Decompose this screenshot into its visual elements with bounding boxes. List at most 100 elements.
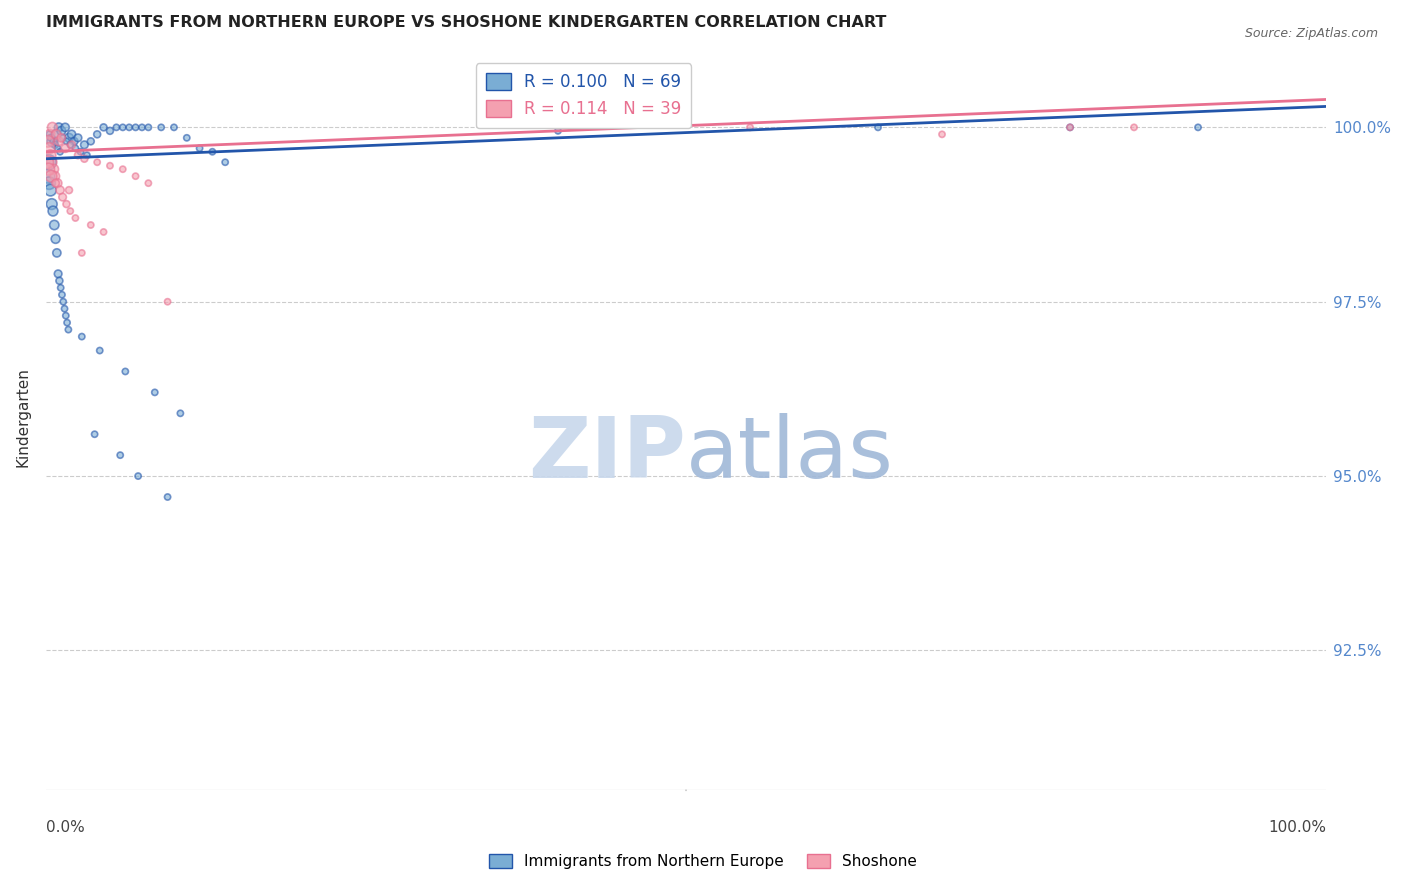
Point (105, 120, 128, 135)
Point (41, 197, 63, 211)
Point (45, 232, 67, 246)
Point (93, 120, 115, 135)
Point (201, 145, 224, 159)
Point (738, 120, 761, 135)
Point (93, 225, 115, 239)
Point (46, 176, 69, 190)
Point (42, 134, 65, 148)
Point (44, 169, 66, 184)
Point (1059, 120, 1081, 135)
Point (51, 124, 73, 138)
Point (131, 120, 153, 135)
Point (41, 120, 63, 135)
Point (1187, 120, 1209, 135)
Point (59, 137, 82, 152)
Point (49, 281, 72, 295)
Point (53, 301, 76, 316)
Text: 100.0%: 100.0% (1268, 820, 1326, 835)
Point (150, 120, 173, 135)
Point (49, 183, 72, 197)
Point (98, 159, 121, 173)
Y-axis label: Kindergarten: Kindergarten (15, 367, 30, 467)
Point (66, 131, 89, 145)
Point (39, 148, 62, 162)
Point (51, 287, 73, 301)
Point (156, 294, 179, 309)
Point (44, 137, 66, 152)
Point (46, 267, 69, 281)
Point (37, 155, 59, 169)
Point (46, 141, 69, 155)
Point (38, 155, 60, 169)
Point (214, 155, 236, 169)
Point (80, 218, 103, 232)
Point (156, 490, 179, 504)
Point (45, 176, 67, 190)
Point (42, 204, 65, 219)
Point (52, 131, 75, 145)
Point (52, 294, 75, 309)
Point (114, 364, 136, 378)
Point (931, 128, 953, 142)
Point (48, 274, 70, 288)
Point (39, 131, 62, 145)
Point (89, 343, 111, 358)
Point (65, 211, 87, 225)
Point (38, 162, 60, 177)
Point (53, 141, 76, 155)
Point (58, 183, 80, 197)
Point (41, 134, 63, 148)
Point (124, 120, 146, 135)
Point (51, 131, 73, 145)
Text: Source: ZipAtlas.com: Source: ZipAtlas.com (1244, 27, 1378, 40)
Text: IMMIGRANTS FROM NORTHERN EUROPE VS SHOSHONE KINDERGARTEN CORRELATION CHART: IMMIGRANTS FROM NORTHERN EUROPE VS SHOSH… (46, 15, 886, 30)
Point (76, 148, 98, 162)
Point (73, 152, 96, 166)
Point (38, 141, 60, 155)
Point (48, 134, 70, 148)
Point (110, 448, 132, 462)
Point (37, 169, 59, 184)
Point (45, 246, 67, 260)
Point (63, 134, 86, 148)
Legend: Immigrants from Northern Europe, Shoshone: Immigrants from Northern Europe, Shoshon… (484, 848, 922, 875)
Point (55, 309, 77, 323)
Point (39, 169, 62, 184)
Text: ZIP: ZIP (529, 413, 686, 496)
Point (49, 145, 72, 159)
Point (1123, 120, 1146, 135)
Point (83, 427, 105, 442)
Point (65, 141, 87, 155)
Point (38, 128, 60, 142)
Point (69, 145, 91, 159)
Point (80, 134, 103, 148)
Point (138, 176, 160, 190)
Point (38, 176, 60, 190)
Point (547, 124, 569, 138)
Point (38, 128, 60, 142)
Text: atlas: atlas (686, 413, 894, 496)
Point (55, 134, 77, 148)
Point (48, 120, 70, 135)
Point (58, 323, 80, 337)
Point (53, 120, 76, 135)
Point (56, 316, 79, 330)
Point (60, 128, 83, 142)
Point (169, 406, 191, 420)
Point (86, 128, 108, 142)
Point (86, 155, 108, 169)
Point (45, 128, 67, 142)
Point (1059, 120, 1081, 135)
Point (111, 120, 134, 135)
Point (124, 169, 146, 184)
Point (127, 469, 149, 483)
Point (44, 218, 66, 232)
Point (138, 120, 160, 135)
Point (866, 120, 889, 135)
Point (70, 329, 93, 343)
Point (176, 131, 198, 145)
Point (66, 148, 89, 162)
Point (45, 128, 67, 142)
Legend: R = 0.100   N = 69, R = 0.114   N = 39: R = 0.100 N = 69, R = 0.114 N = 39 (475, 63, 692, 128)
Point (42, 162, 65, 177)
